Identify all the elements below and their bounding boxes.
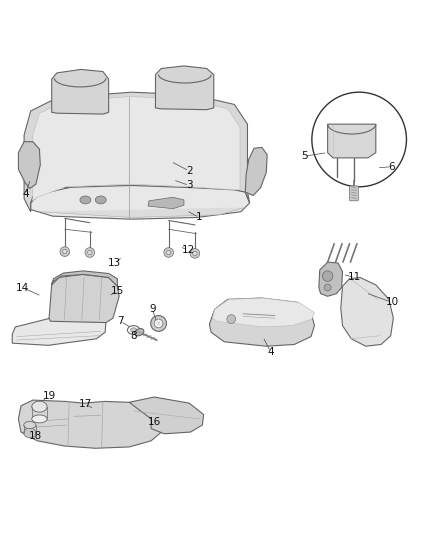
Text: 12: 12: [182, 245, 195, 255]
Ellipse shape: [166, 251, 171, 255]
Ellipse shape: [190, 248, 200, 258]
Polygon shape: [341, 278, 393, 346]
Text: 18: 18: [29, 431, 42, 441]
Text: 8: 8: [130, 330, 137, 341]
Ellipse shape: [60, 247, 70, 256]
Ellipse shape: [80, 196, 91, 204]
Ellipse shape: [127, 326, 140, 334]
Text: 17: 17: [79, 399, 92, 409]
Polygon shape: [129, 397, 204, 434]
Text: 5: 5: [301, 151, 308, 161]
Polygon shape: [245, 147, 267, 196]
Ellipse shape: [24, 422, 36, 429]
Circle shape: [322, 271, 333, 281]
Text: 3: 3: [186, 181, 193, 190]
Ellipse shape: [32, 415, 47, 423]
Circle shape: [151, 316, 166, 332]
Ellipse shape: [88, 251, 92, 255]
Ellipse shape: [135, 328, 144, 336]
Polygon shape: [209, 298, 314, 346]
FancyBboxPatch shape: [350, 186, 358, 201]
Polygon shape: [33, 96, 240, 201]
Text: 6: 6: [389, 161, 396, 172]
Polygon shape: [148, 197, 184, 209]
Ellipse shape: [32, 401, 47, 412]
Polygon shape: [52, 69, 109, 114]
Polygon shape: [39, 207, 245, 217]
Ellipse shape: [95, 196, 106, 204]
Ellipse shape: [63, 249, 67, 254]
Ellipse shape: [164, 248, 173, 257]
Ellipse shape: [85, 248, 95, 257]
Text: 1: 1: [196, 213, 203, 222]
Circle shape: [312, 92, 406, 187]
Polygon shape: [24, 92, 250, 212]
Text: 11: 11: [348, 272, 361, 282]
Polygon shape: [18, 400, 164, 448]
Polygon shape: [18, 142, 40, 189]
Text: 4: 4: [22, 189, 29, 199]
Ellipse shape: [193, 251, 197, 255]
Polygon shape: [212, 298, 314, 327]
Polygon shape: [52, 271, 117, 286]
Ellipse shape: [131, 328, 137, 332]
Text: 19: 19: [42, 391, 56, 401]
Polygon shape: [155, 66, 214, 110]
Polygon shape: [49, 274, 119, 322]
Text: 2: 2: [186, 166, 193, 176]
Circle shape: [324, 284, 331, 291]
Text: 10: 10: [385, 297, 399, 308]
Polygon shape: [12, 317, 106, 345]
Ellipse shape: [24, 428, 36, 438]
Polygon shape: [31, 182, 250, 219]
Text: 15: 15: [111, 286, 124, 296]
Text: 13: 13: [108, 258, 121, 268]
Circle shape: [227, 314, 236, 324]
Polygon shape: [319, 262, 343, 296]
Text: 16: 16: [148, 417, 161, 427]
Text: 9: 9: [149, 304, 156, 314]
Circle shape: [154, 319, 163, 328]
Text: 14: 14: [16, 282, 29, 293]
Text: 4: 4: [267, 347, 274, 357]
Text: 7: 7: [117, 316, 124, 326]
Polygon shape: [328, 124, 376, 158]
